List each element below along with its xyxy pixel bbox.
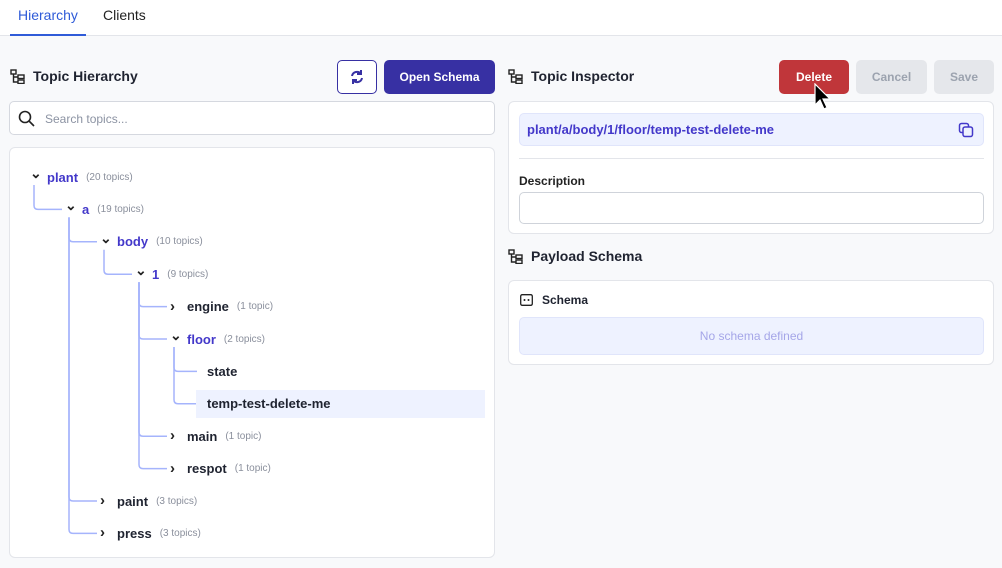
schema-label: Schema	[542, 293, 589, 307]
chevron-down-icon[interactable]: ⌄	[100, 229, 112, 246]
tree-connector	[68, 217, 97, 243]
schema-icon	[520, 294, 533, 306]
topic-tree: plant (20 topics) ⌄ a (19 topics) ⌄ body (10 to…	[9, 147, 495, 558]
tree-node-body[interactable]: body (10 topics)	[117, 231, 203, 253]
tab-hierarchy[interactable]: Hierarchy	[10, 0, 86, 36]
tree-node-label: temp-test-delete-me	[207, 396, 331, 412]
tree-node-label: engine	[187, 299, 229, 315]
delete-button[interactable]: Delete	[779, 60, 849, 94]
chevron-down-icon[interactable]: ⌄	[30, 165, 42, 181]
topic-path: plant/a/body/1/floor/temp-test-delete-me	[527, 122, 775, 137]
topic-count: (1 topic)	[225, 430, 262, 442]
tree-node-state[interactable]: state	[207, 360, 237, 382]
tree-connector	[103, 249, 132, 275]
mouse-cursor-icon	[814, 83, 832, 110]
tree-node-label: 1	[152, 266, 160, 282]
payload-schema-heading: Payload Schema	[508, 248, 642, 264]
topic-hierarchy-heading: Topic Hierarchy	[10, 68, 138, 84]
topic-count: (19 topics)	[97, 203, 144, 215]
tree-node-engine[interactable]: engine (1 topic)	[187, 296, 273, 318]
tree-node-paint[interactable]: paint (3 topics)	[117, 490, 197, 512]
tree-connector	[138, 282, 167, 308]
hierarchy-icon	[508, 248, 523, 264]
chevron-right-icon[interactable]: ›	[170, 427, 175, 445]
topic-count: (1 topic)	[234, 463, 271, 475]
topic-inspector-title: Topic Inspector	[531, 68, 635, 84]
divider	[519, 158, 984, 159]
hierarchy-icon	[508, 68, 523, 84]
tree-connector	[173, 347, 197, 405]
description-label: Description	[519, 174, 586, 188]
topic-hierarchy-title: Topic Hierarchy	[33, 68, 138, 84]
chevron-down-icon[interactable]: ⌄	[65, 197, 77, 214]
search-icon	[18, 110, 35, 127]
tree-connectors	[33, 185, 197, 535]
hierarchy-icon	[10, 68, 25, 84]
tree-node-1[interactable]: 1 (9 topics)	[152, 263, 208, 285]
topic-count: (1 topic)	[236, 301, 274, 313]
tree-node-label: floor	[187, 331, 216, 347]
tree-node-label: body	[117, 234, 149, 250]
no-schema-message: No schema defined	[519, 317, 984, 355]
tree-connector	[173, 347, 197, 373]
topic-count: (20 topics)	[86, 171, 133, 183]
tree-node-label: state	[207, 363, 238, 379]
refresh-icon	[351, 70, 363, 84]
topic-count: (10 topics)	[156, 236, 203, 248]
tree-connector	[138, 282, 167, 470]
tree-node-temp-test-delete-me[interactable]: temp-test-delete-me	[207, 393, 331, 415]
topic-path-box: plant/a/body/1/floor/temp-test-delete-me	[519, 113, 984, 146]
schema-card: Schema No schema defined	[508, 280, 994, 365]
description-input[interactable]	[519, 192, 984, 224]
tree-node-respot[interactable]: respot (1 topic)	[187, 458, 271, 480]
chevron-down-icon[interactable]: ⌄	[135, 262, 147, 279]
tree-node-label: press	[117, 525, 152, 541]
save-button[interactable]: Save	[934, 60, 994, 94]
search-input[interactable]: Search topics...	[9, 101, 495, 135]
topic-count: (3 topics)	[159, 527, 201, 539]
cancel-button[interactable]: Cancel	[856, 60, 927, 94]
tree-node-label: respot	[187, 461, 227, 477]
topic-details-card: plant/a/body/1/floor/temp-test-delete-me…	[508, 101, 994, 234]
selected-row-highlight	[196, 389, 485, 418]
open-schema-button[interactable]: Open Schema	[384, 60, 495, 94]
copy-icon[interactable]	[958, 122, 974, 138]
refresh-button[interactable]	[337, 60, 377, 94]
search-placeholder: Search topics...	[45, 112, 128, 126]
tree-node-a[interactable]: a (19 topics)	[82, 198, 144, 220]
tree-node-plant[interactable]: plant (20 topics)	[47, 166, 133, 188]
tree-node-floor[interactable]: floor (2 topics)	[187, 328, 265, 350]
chevron-right-icon[interactable]: ›	[170, 297, 175, 315]
tab-bar: Hierarchy Clients	[0, 0, 1002, 36]
tree-connector	[68, 217, 97, 535]
payload-schema-title: Payload Schema	[531, 248, 643, 264]
chevron-down-icon[interactable]: ⌄	[170, 327, 182, 343]
topic-count: (9 topics)	[167, 268, 209, 280]
tree-node-label: paint	[117, 493, 149, 509]
topic-count: (3 topics)	[156, 495, 198, 507]
tree-node-press[interactable]: press (3 topics)	[117, 522, 201, 544]
tree-connector	[68, 217, 97, 502]
tree-connector	[33, 185, 62, 211]
topic-inspector-heading: Topic Inspector	[508, 68, 634, 84]
tree-node-label: main	[187, 428, 218, 444]
chevron-right-icon[interactable]: ›	[100, 524, 105, 542]
tab-clients[interactable]: Clients	[103, 7, 146, 23]
tree-node-label: plant	[47, 169, 79, 185]
tree-node-label: a	[82, 201, 90, 217]
chevron-right-icon[interactable]: ›	[170, 459, 175, 477]
tree-connector	[138, 282, 167, 437]
tree-node-main[interactable]: main (1 topic)	[187, 425, 261, 447]
topic-count: (2 topics)	[223, 333, 266, 345]
chevron-right-icon[interactable]: ›	[100, 492, 105, 509]
tree-connector	[138, 282, 167, 340]
